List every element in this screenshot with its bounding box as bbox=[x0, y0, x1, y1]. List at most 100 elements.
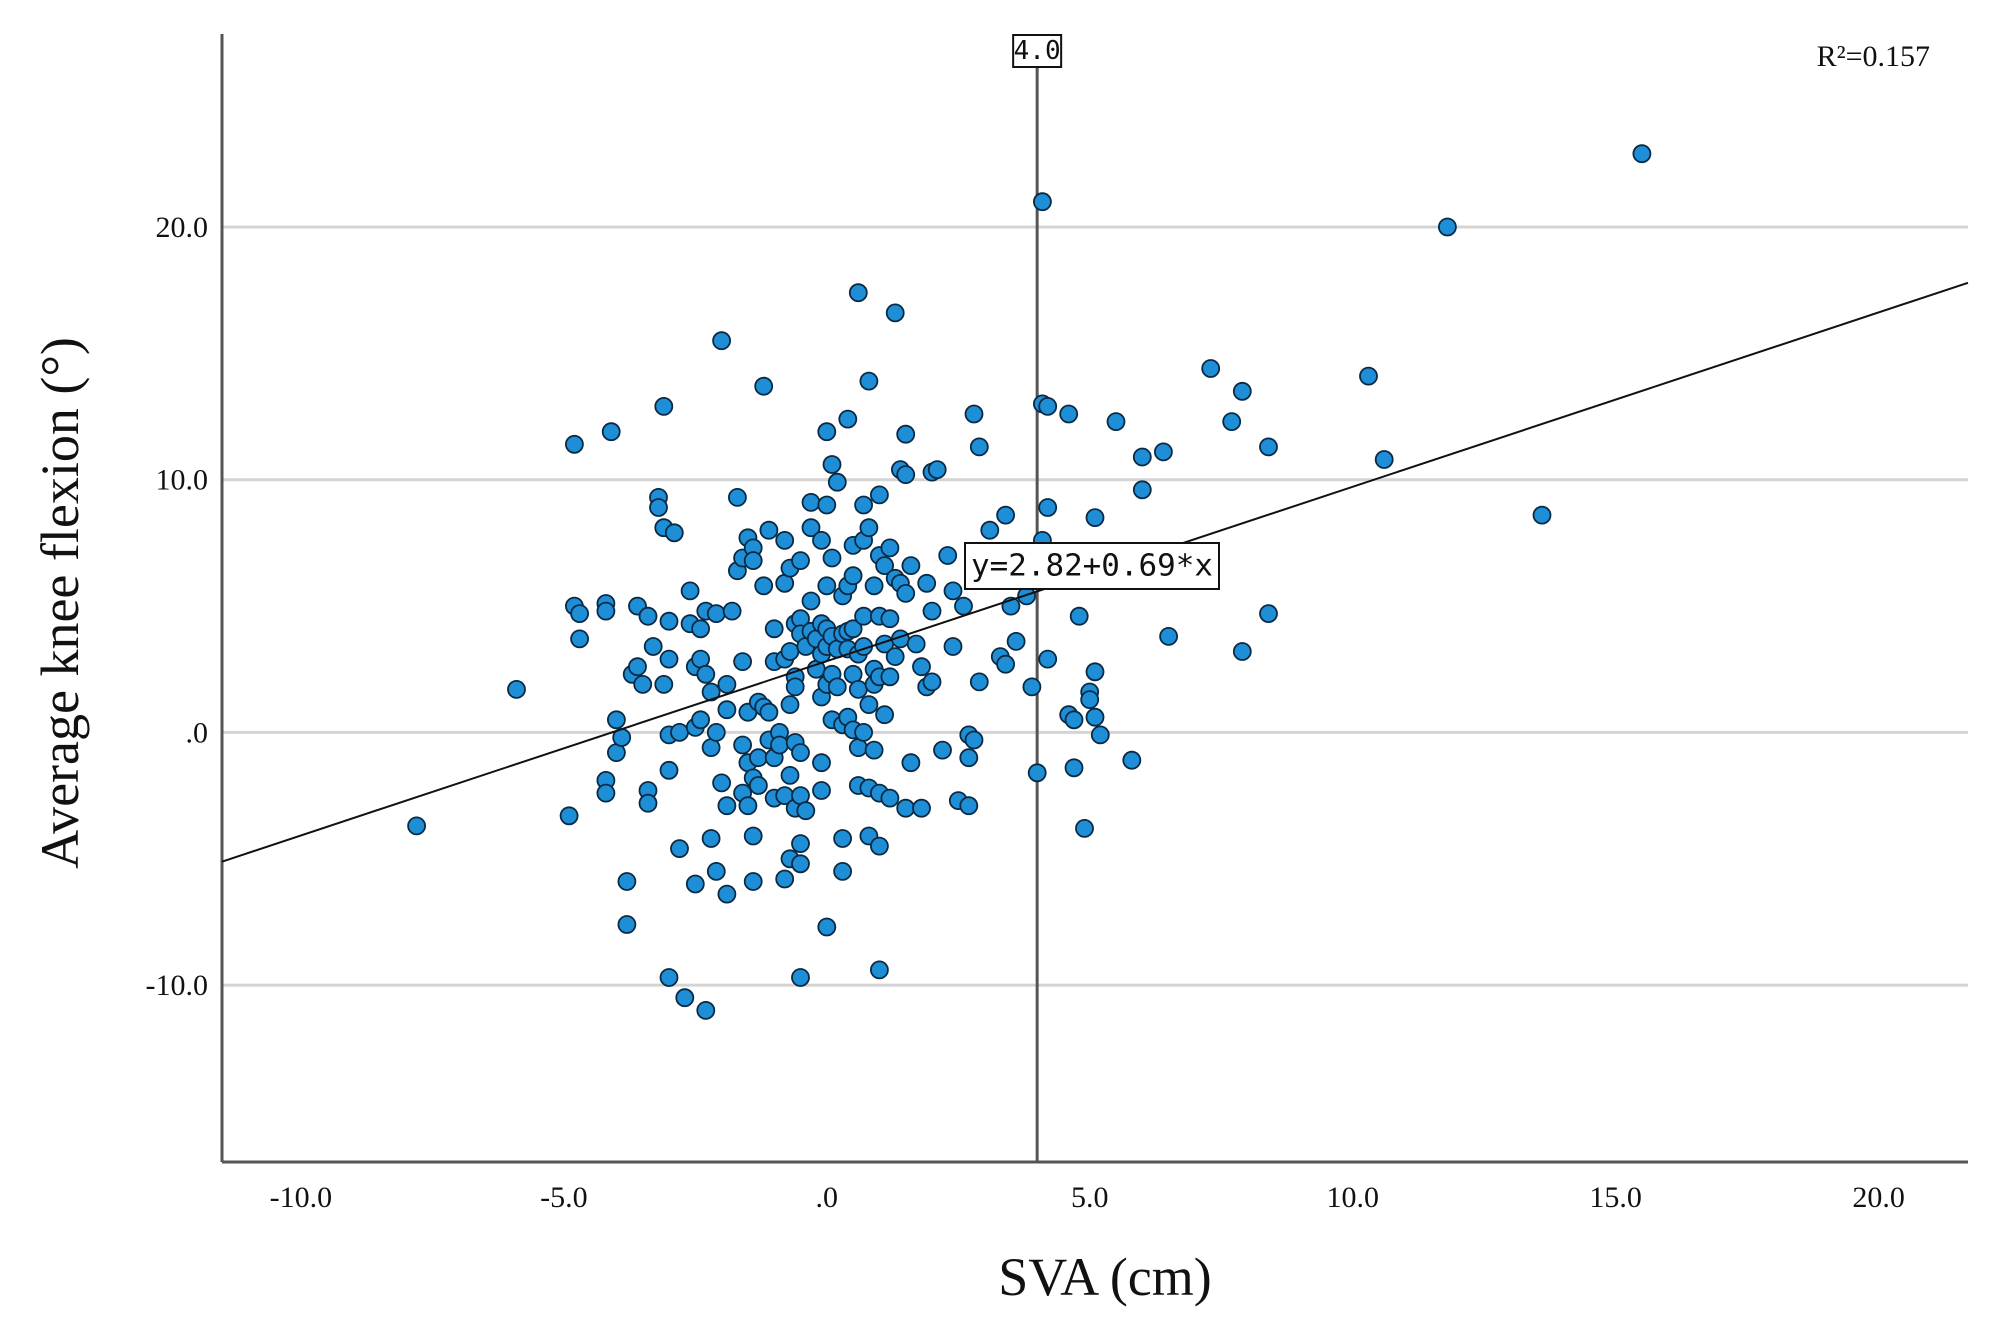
data-point bbox=[754, 376, 774, 396]
data-point bbox=[896, 584, 916, 603]
data-point bbox=[696, 664, 716, 684]
y-axis-title: Average knee flexion (°) bbox=[30, 337, 90, 869]
data-point bbox=[1064, 710, 1084, 730]
data-point bbox=[675, 988, 695, 1008]
data-point bbox=[954, 596, 973, 616]
data-point bbox=[996, 505, 1015, 525]
data-point bbox=[664, 523, 684, 543]
data-point bbox=[870, 836, 889, 856]
data-point bbox=[906, 634, 926, 654]
data-point bbox=[712, 331, 731, 351]
data-point bbox=[712, 773, 731, 793]
data-point bbox=[670, 839, 689, 858]
data-point bbox=[1438, 217, 1457, 237]
data-point bbox=[875, 556, 894, 575]
data-point bbox=[791, 551, 810, 570]
data-point bbox=[1259, 437, 1278, 457]
x-tick-label: 10.0 bbox=[1326, 1181, 1379, 1214]
data-point bbox=[654, 675, 674, 694]
axes bbox=[220, 34, 1968, 1164]
data-point bbox=[1090, 725, 1110, 745]
data-point bbox=[822, 455, 842, 474]
data-point bbox=[691, 619, 710, 639]
data-point bbox=[791, 854, 810, 874]
data-point bbox=[880, 538, 900, 558]
data-point bbox=[885, 303, 905, 323]
data-point bbox=[980, 520, 1000, 540]
data-point bbox=[659, 760, 679, 780]
data-point bbox=[801, 591, 821, 611]
data-point bbox=[801, 518, 821, 538]
data-point bbox=[912, 798, 931, 818]
data-point bbox=[848, 680, 868, 699]
data-point bbox=[1085, 707, 1105, 727]
data-point bbox=[759, 702, 779, 722]
x-tick-label: -10.0 bbox=[270, 1181, 333, 1214]
data-point bbox=[827, 472, 847, 492]
x-tick-label: .0 bbox=[816, 1181, 839, 1214]
data-point bbox=[1085, 508, 1105, 527]
data-point bbox=[922, 672, 942, 692]
data-point bbox=[822, 548, 842, 568]
data-point bbox=[722, 601, 742, 621]
data-point bbox=[854, 723, 873, 742]
data-point bbox=[896, 798, 916, 818]
data-point bbox=[1201, 359, 1221, 378]
data-point bbox=[775, 869, 795, 889]
data-point bbox=[1632, 144, 1652, 164]
data-point bbox=[938, 546, 958, 565]
data-point bbox=[717, 796, 737, 816]
data-point bbox=[1038, 649, 1058, 669]
data-point bbox=[733, 652, 752, 671]
data-point bbox=[812, 531, 831, 550]
data-point bbox=[659, 968, 679, 987]
data-point bbox=[764, 619, 784, 639]
y-tick-label: 10.0 bbox=[156, 464, 209, 497]
data-point bbox=[1232, 381, 1252, 401]
data-point bbox=[507, 680, 526, 699]
data-point bbox=[1006, 632, 1026, 651]
data-point bbox=[901, 753, 921, 773]
data-point bbox=[685, 874, 705, 894]
data-point bbox=[864, 740, 884, 760]
x-tick-label: 5.0 bbox=[1071, 1181, 1109, 1214]
data-point bbox=[706, 723, 726, 742]
data-point bbox=[706, 604, 726, 623]
data-point bbox=[817, 917, 837, 937]
data-point bbox=[1038, 498, 1058, 517]
data-point bbox=[1259, 604, 1278, 623]
data-point bbox=[996, 654, 1015, 674]
data-point bbox=[1122, 750, 1142, 770]
data-point bbox=[896, 465, 916, 485]
data-point bbox=[696, 1001, 716, 1020]
data-point bbox=[706, 862, 726, 881]
data-point bbox=[812, 753, 831, 773]
data-point bbox=[1080, 690, 1100, 709]
data-point bbox=[559, 806, 579, 826]
data-point bbox=[738, 796, 758, 816]
data-point bbox=[728, 487, 747, 507]
data-point bbox=[1154, 442, 1173, 462]
data-point bbox=[791, 743, 810, 762]
data-point bbox=[943, 581, 963, 601]
r-squared-label: R²=0.157 bbox=[1817, 40, 1930, 73]
data-point bbox=[601, 422, 621, 442]
data-point bbox=[1132, 447, 1152, 467]
y-tick-label: 20.0 bbox=[156, 211, 209, 244]
data-point bbox=[717, 884, 737, 904]
data-point bbox=[617, 872, 637, 891]
data-point bbox=[607, 710, 626, 730]
reference-line-label: 4.0 bbox=[1012, 34, 1063, 68]
data-point bbox=[964, 730, 984, 750]
data-point bbox=[780, 695, 800, 714]
x-axis-title: SVA (cm) bbox=[998, 1247, 1212, 1307]
data-point bbox=[1532, 505, 1552, 525]
data-point bbox=[833, 829, 852, 848]
data-point bbox=[775, 531, 795, 550]
data-point bbox=[670, 723, 689, 742]
data-point bbox=[780, 642, 800, 661]
data-point bbox=[1038, 396, 1058, 416]
data-point bbox=[812, 781, 831, 800]
data-point bbox=[870, 960, 889, 980]
data-point bbox=[565, 434, 584, 454]
